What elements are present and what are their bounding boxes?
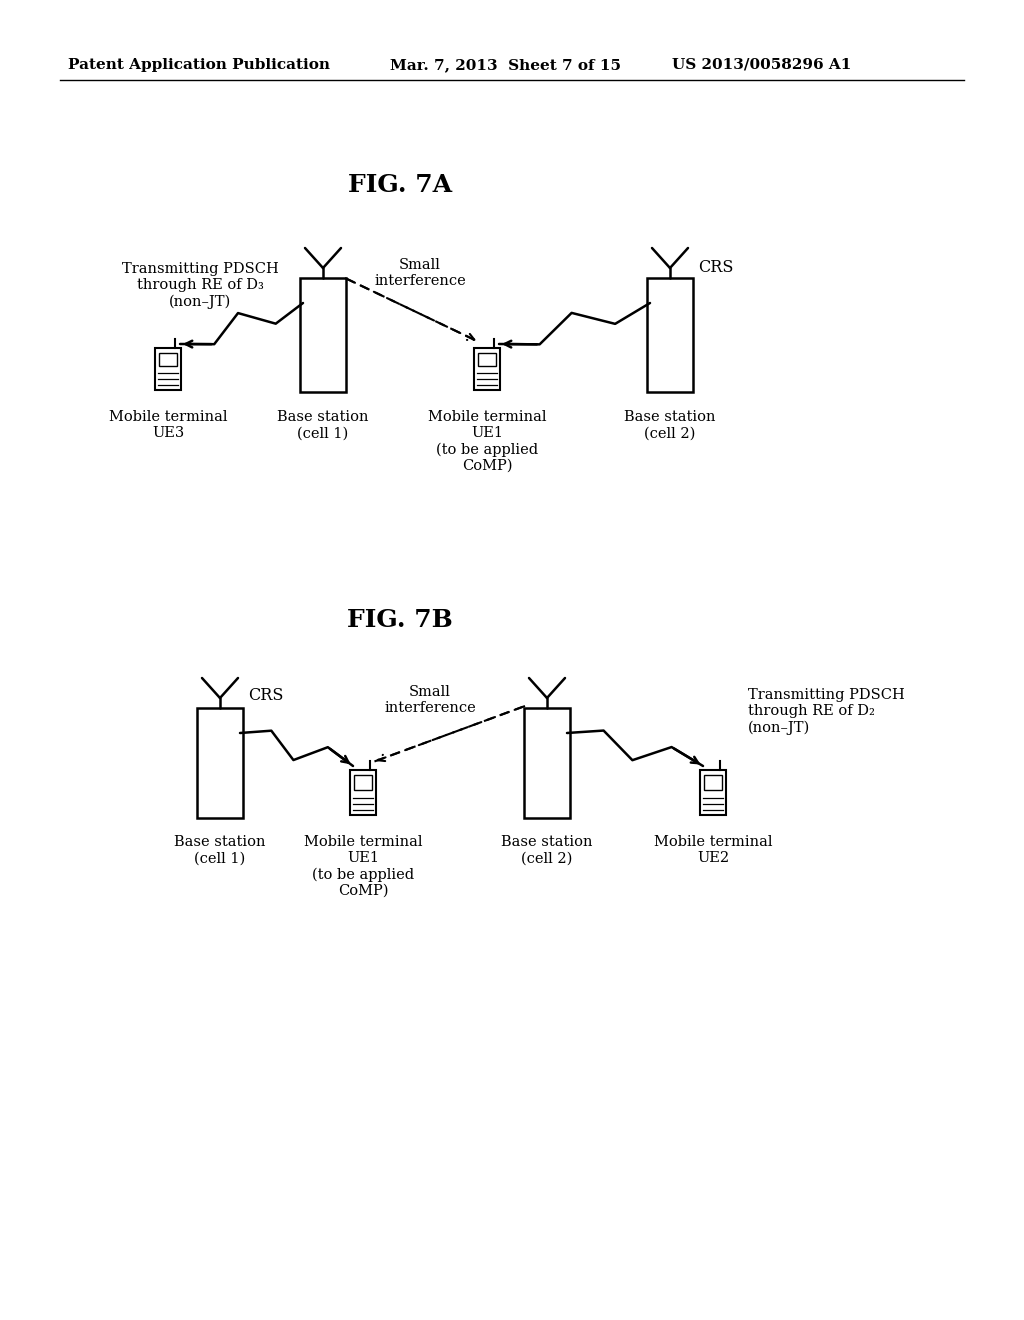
Text: Base station
(cell 2): Base station (cell 2) <box>625 411 716 440</box>
Bar <box>700 770 726 814</box>
Text: Mobile terminal
UE2: Mobile terminal UE2 <box>653 836 772 865</box>
Text: Base station
(cell 1): Base station (cell 1) <box>278 411 369 440</box>
Text: CRS: CRS <box>698 260 733 276</box>
Text: Transmitting PDSCH
through RE of D₂
(non–JT): Transmitting PDSCH through RE of D₂ (non… <box>748 688 905 735</box>
Bar <box>647 279 693 392</box>
Bar <box>524 708 570 818</box>
Bar <box>155 348 181 389</box>
Text: FIG. 7A: FIG. 7A <box>348 173 452 197</box>
Text: Base station
(cell 1): Base station (cell 1) <box>174 836 266 865</box>
Bar <box>350 770 376 814</box>
Bar <box>300 279 346 392</box>
Bar <box>197 708 243 818</box>
Bar <box>703 775 722 789</box>
Bar <box>477 352 497 367</box>
Text: Base station
(cell 2): Base station (cell 2) <box>502 836 593 865</box>
Text: Transmitting PDSCH
through RE of D₃
(non–JT): Transmitting PDSCH through RE of D₃ (non… <box>122 261 279 309</box>
Bar <box>159 352 177 367</box>
Text: Mobile terminal
UE1
(to be applied
CoMP): Mobile terminal UE1 (to be applied CoMP) <box>304 836 422 898</box>
Text: Small
interference: Small interference <box>374 257 466 288</box>
Bar <box>353 775 373 789</box>
Text: Mobile terminal
UE3: Mobile terminal UE3 <box>109 411 227 440</box>
Text: FIG. 7B: FIG. 7B <box>347 609 453 632</box>
Text: Mar. 7, 2013  Sheet 7 of 15: Mar. 7, 2013 Sheet 7 of 15 <box>390 58 621 73</box>
Text: Mobile terminal
UE1
(to be applied
CoMP): Mobile terminal UE1 (to be applied CoMP) <box>428 411 546 473</box>
Text: Small
interference: Small interference <box>384 685 476 715</box>
Bar <box>474 348 500 389</box>
Text: Patent Application Publication: Patent Application Publication <box>68 58 330 73</box>
Text: CRS: CRS <box>248 686 284 704</box>
Text: US 2013/0058296 A1: US 2013/0058296 A1 <box>672 58 851 73</box>
